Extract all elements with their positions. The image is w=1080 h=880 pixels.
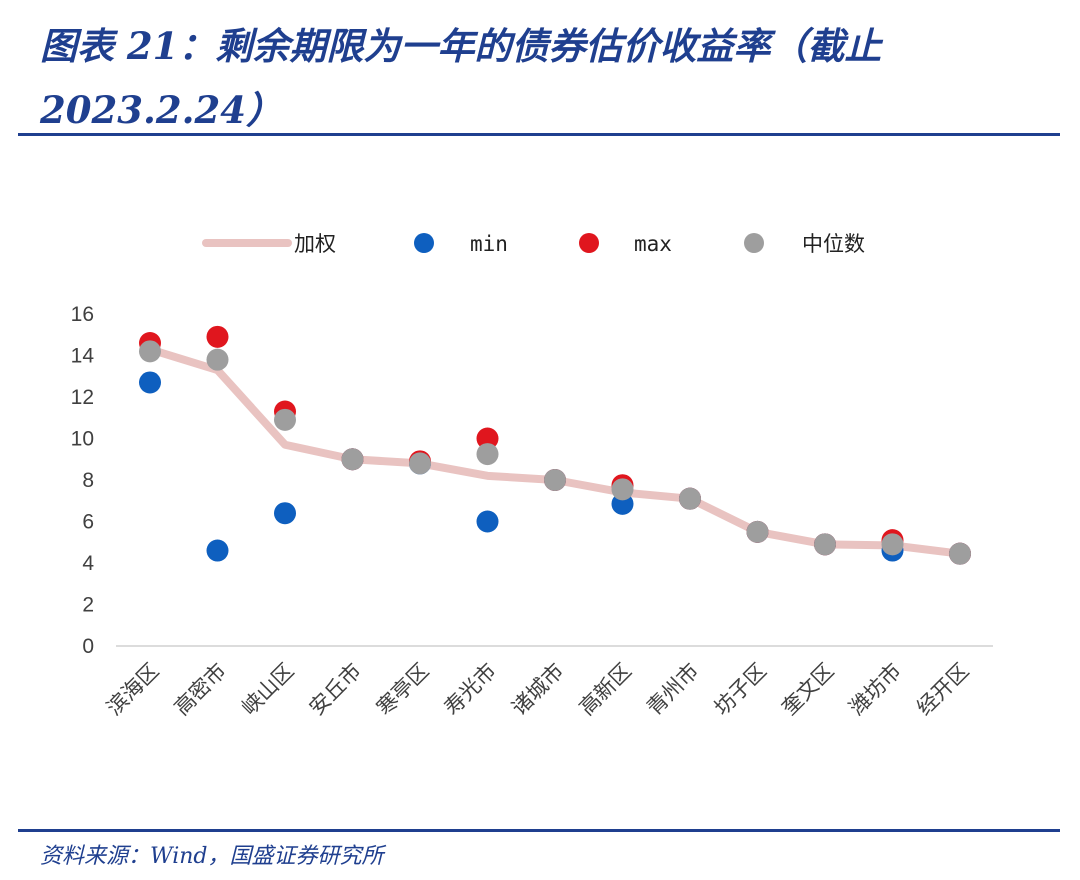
chart-title: 图表 21：剩余期限为一年的债券估价收益率（截止 2023.2.24）: [40, 24, 882, 132]
y-tick-label: 4: [82, 552, 94, 575]
y-tick-label: 8: [82, 469, 94, 492]
max-point: [476, 427, 499, 450]
legend-max-swatch: [579, 233, 599, 253]
median-point: [814, 533, 836, 556]
median-point: [476, 443, 499, 466]
median-point: [274, 408, 296, 431]
median-point: [341, 448, 364, 471]
x-category-label: 寒亭区: [372, 659, 434, 721]
median-point: [881, 533, 904, 556]
y-tick-label: 0: [82, 635, 94, 658]
legend-weighted-label: 加权: [294, 232, 336, 256]
x-category-label: 寿光市: [440, 659, 502, 721]
legend-max-label: max: [634, 232, 672, 256]
source-note: 资料来源：Wind，国盛证券研究所: [40, 844, 384, 869]
footer-divider: [18, 829, 1060, 832]
x-category-label: 坊子区: [710, 659, 772, 721]
y-tick-label: 14: [71, 345, 95, 368]
min-point: [206, 539, 229, 562]
legend-median-label: 中位数: [802, 232, 865, 256]
x-category-label: 滨海区: [102, 659, 164, 721]
legend-min-label: min: [470, 232, 508, 256]
median-point: [544, 469, 566, 491]
weighted-series-line: [146, 345, 964, 558]
min-point: [476, 510, 499, 533]
x-category-label: 峡山区: [237, 659, 299, 721]
median-point: [679, 487, 701, 510]
legend-min-swatch: [414, 233, 434, 253]
min-point: [274, 502, 296, 525]
x-category-label: 经开区: [912, 659, 974, 721]
y-tick-label: 12: [71, 386, 94, 409]
x-category-label: 奎文区: [777, 659, 839, 721]
y-tick-label: 10: [71, 428, 94, 451]
median-point: [139, 340, 161, 363]
x-category-label: 青州市: [642, 659, 704, 721]
median-point: [949, 542, 971, 565]
legend-median-swatch: [744, 233, 764, 253]
max-point: [206, 325, 229, 348]
median-point: [409, 452, 431, 475]
y-tick-label: 2: [82, 594, 94, 617]
y-tick-label: 16: [71, 303, 94, 326]
x-category-label: 潍坊市: [845, 659, 907, 721]
x-category-label: 高密市: [170, 659, 232, 721]
x-category-label: 安丘市: [305, 659, 367, 721]
x-category-label: 诸城市: [507, 659, 569, 721]
title-divider: [18, 133, 1060, 136]
median-point: [746, 520, 769, 543]
median-point: [206, 348, 229, 371]
median-point: [611, 478, 634, 501]
min-point: [139, 371, 161, 394]
x-category-label: 高新区: [575, 659, 637, 721]
y-tick-label: 6: [82, 511, 94, 534]
